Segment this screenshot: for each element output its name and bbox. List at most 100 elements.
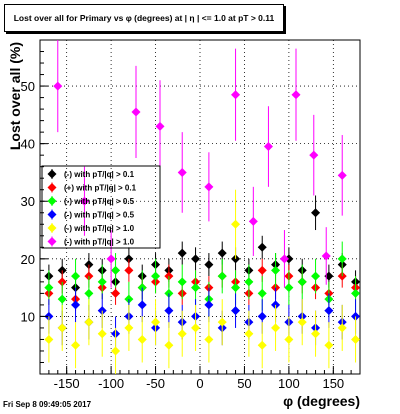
x-tick-label: 0 <box>196 376 203 391</box>
data-point <box>71 271 81 281</box>
data-point <box>321 251 331 261</box>
legend-entry: (-) with pT/|q| > 0.5 <box>64 211 135 220</box>
data-point <box>324 340 334 350</box>
legend-entry: (-) with pT/|q| > 1.0 <box>64 238 135 247</box>
legend-marker <box>47 169 57 179</box>
y-tick-label: 40 <box>21 137 35 152</box>
data-point <box>271 323 281 333</box>
data-point <box>151 317 161 327</box>
data-point <box>284 334 294 344</box>
data-point <box>84 288 94 298</box>
chart-title-box: Lost over all for Primary vs φ (degrees)… <box>4 4 284 32</box>
data-point <box>337 170 347 180</box>
data-point <box>231 90 241 100</box>
data-point <box>151 271 161 281</box>
data-point <box>217 248 227 258</box>
data-point <box>57 294 67 304</box>
chart-title: Lost over all for Primary vs φ (degrees)… <box>13 13 275 23</box>
data-point <box>177 277 187 287</box>
legend-marker <box>47 183 57 192</box>
data-point <box>311 271 321 281</box>
data-point <box>71 340 81 350</box>
data-point <box>97 277 107 287</box>
data-point <box>311 208 321 218</box>
x-tick-label: 100 <box>278 376 300 391</box>
data-point <box>337 323 347 333</box>
data-point <box>177 329 187 339</box>
data-point <box>217 271 227 281</box>
x-tick-label: 50 <box>237 376 251 391</box>
data-point <box>204 334 214 344</box>
data-point <box>244 329 254 339</box>
data-point <box>191 283 201 293</box>
legend-marker <box>47 237 57 246</box>
y-tick-label: 30 <box>21 194 35 209</box>
legend-marker <box>47 210 57 219</box>
y-tick-label: 20 <box>21 252 35 267</box>
data-point <box>177 248 187 258</box>
data-point <box>124 265 134 275</box>
legend-entry: (-) with pT/|q| > 0.1 <box>64 170 135 179</box>
data-point <box>204 260 214 270</box>
data-point <box>137 300 147 310</box>
legend-entry: (-) with pT/|q| > 1.0 <box>64 224 135 233</box>
data-point <box>337 254 347 264</box>
data-point <box>311 329 321 339</box>
data-point <box>231 283 241 293</box>
data-point <box>191 254 201 264</box>
data-point <box>164 340 174 350</box>
data-point <box>137 334 147 344</box>
data-point <box>257 242 267 252</box>
data-point <box>177 167 187 177</box>
data-point <box>53 81 63 91</box>
legend-entry: (+) with pT/|q| > 0.1 <box>64 184 137 193</box>
legend-entry: (-) with pT/|q| > 0.5 <box>64 197 135 206</box>
data-point <box>106 254 116 264</box>
data-point <box>231 219 241 229</box>
data-point <box>279 254 289 264</box>
legend-box <box>41 165 161 249</box>
data-point <box>164 306 174 316</box>
y-tick-label: 10 <box>21 309 35 324</box>
series-2 <box>44 241 361 317</box>
data-point <box>217 317 227 327</box>
data-point <box>111 346 121 356</box>
data-point <box>324 306 334 316</box>
data-point <box>291 90 301 100</box>
data-point <box>111 288 121 298</box>
legend-marker <box>47 196 57 206</box>
plot-frame <box>39 39 361 375</box>
data-point <box>351 334 361 344</box>
data-point <box>231 306 241 316</box>
data-point <box>297 277 307 287</box>
y-axis-label: Lost over all (%) <box>7 42 23 150</box>
x-tick-label: -50 <box>146 376 165 391</box>
data-point <box>284 283 294 293</box>
data-point <box>131 107 141 117</box>
data-point <box>79 196 89 206</box>
data-point <box>257 265 267 275</box>
legend-marker <box>47 223 57 233</box>
x-tick-label: -100 <box>98 376 124 391</box>
data-point <box>111 265 121 275</box>
series-4 <box>44 189 361 374</box>
data-point <box>124 323 134 333</box>
data-point <box>248 216 258 226</box>
data-point <box>309 150 319 160</box>
data-point <box>155 121 165 131</box>
data-point <box>204 300 214 310</box>
data-point <box>44 334 54 344</box>
data-point <box>271 265 281 275</box>
data-point <box>71 300 81 310</box>
data-point <box>257 340 267 350</box>
data-point <box>263 142 273 152</box>
x-axis-label: φ (degrees) <box>283 393 360 409</box>
data-point <box>204 182 214 192</box>
data-point <box>351 288 361 298</box>
series-5 <box>53 40 347 288</box>
data-point <box>257 311 267 321</box>
data-point <box>297 317 307 327</box>
data-point <box>44 283 54 293</box>
footer-timestamp: Fri Sep 8 09:49:05 2017 <box>3 400 92 409</box>
